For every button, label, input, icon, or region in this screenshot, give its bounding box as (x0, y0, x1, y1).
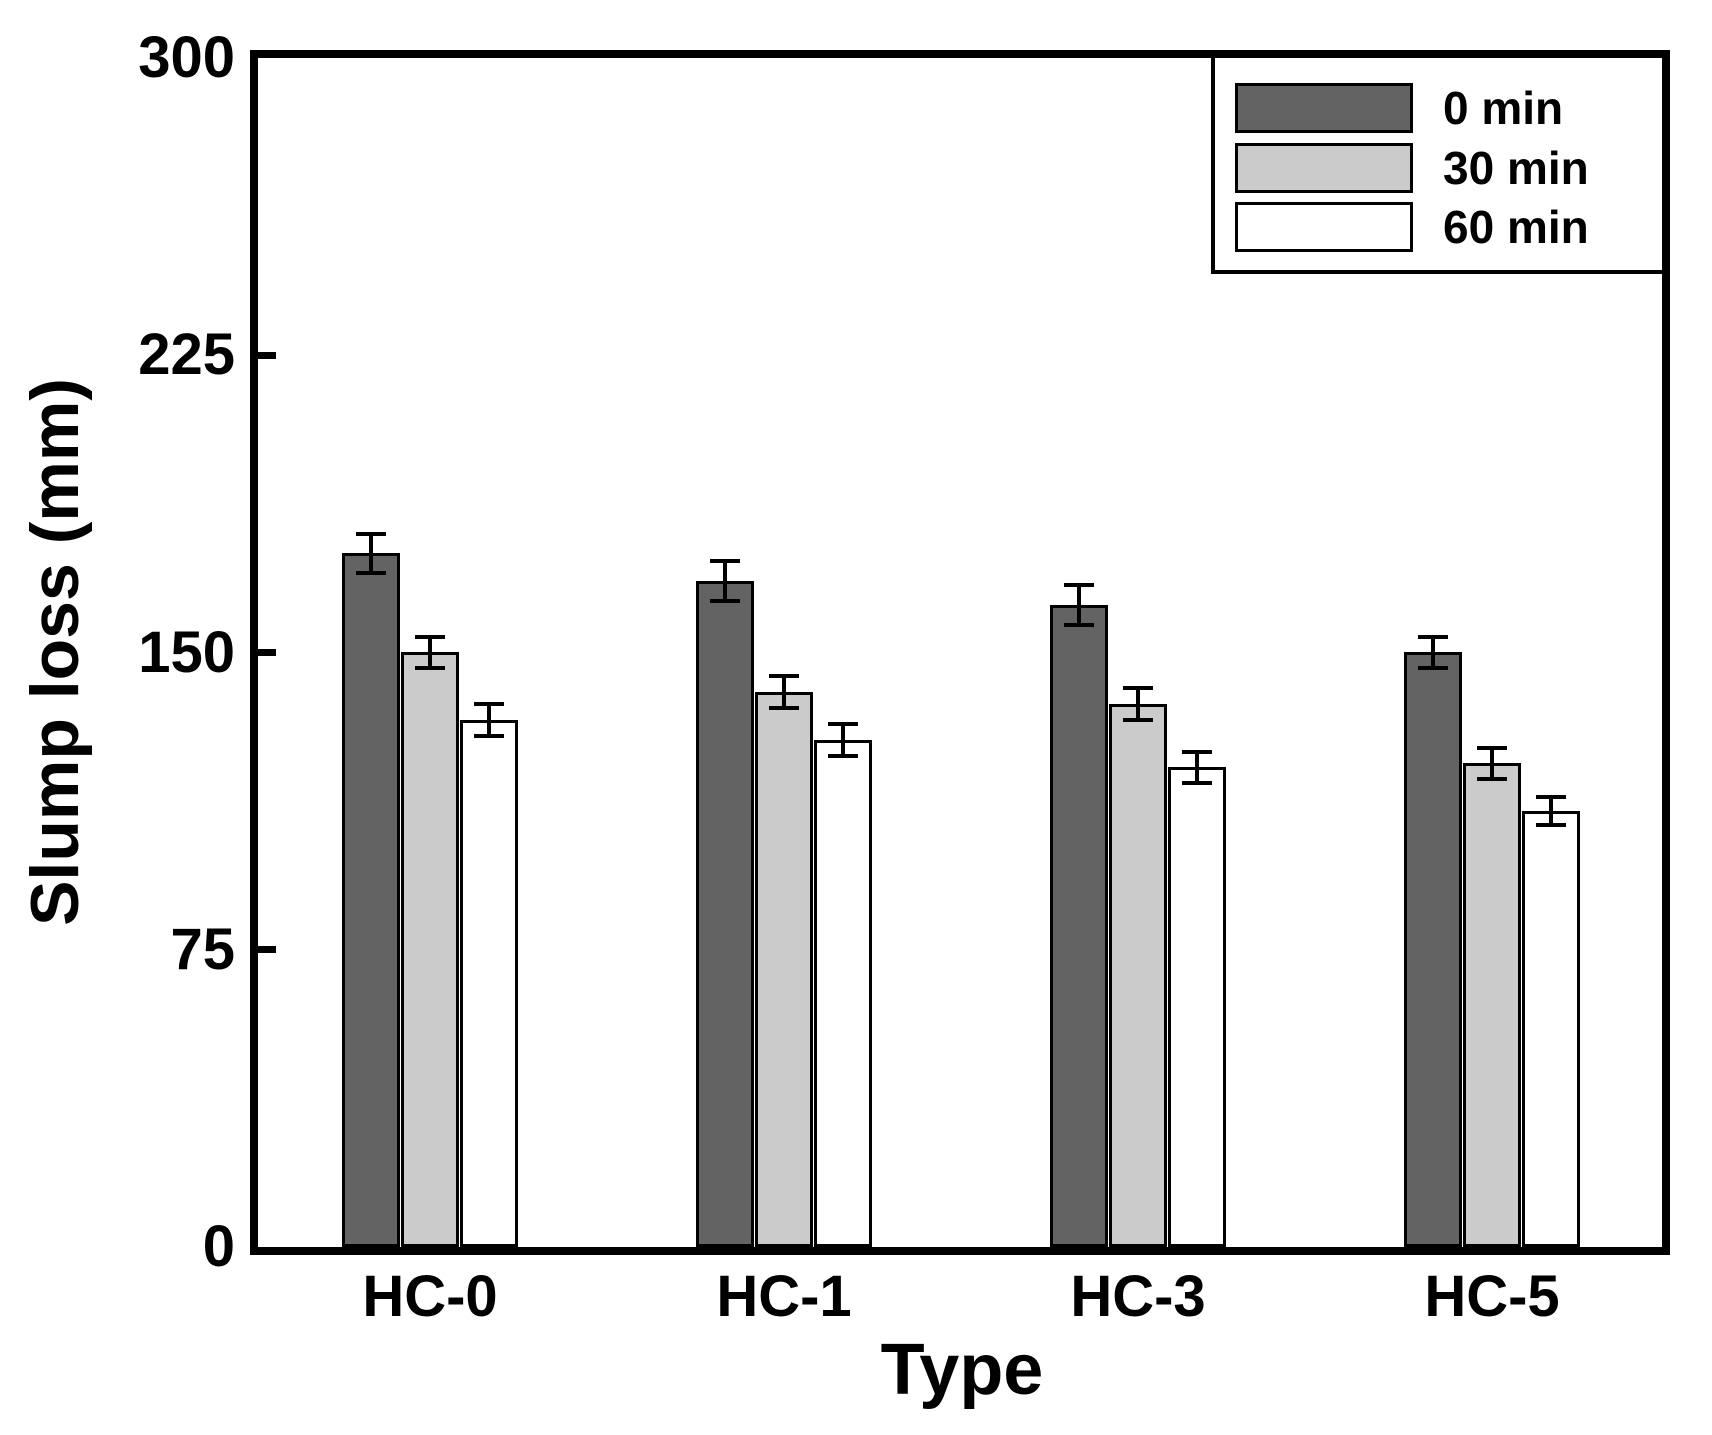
error-bar-cap-top (1418, 634, 1448, 639)
legend-label-0min: 0 min (1443, 82, 1564, 134)
error-bar-line (369, 533, 373, 574)
y-tick-label-300: 300 (138, 25, 235, 90)
bar-HC-3-30min (1109, 704, 1167, 1247)
error-bar-cap-top (474, 702, 504, 707)
error-bar-cap-bottom (474, 733, 504, 738)
error-bar-cap-bottom (1477, 777, 1507, 782)
error-bar-line (723, 561, 727, 601)
error-bar-cap-top (1477, 745, 1507, 750)
legend-swatch-60min (1235, 202, 1413, 252)
bar-HC-0-60min (460, 720, 518, 1247)
bar-HC-5-0min (1404, 652, 1462, 1247)
x-tick-label-HC-1: HC-1 (716, 1264, 852, 1329)
error-bar-cap-bottom (1536, 822, 1566, 827)
error-bar-line (428, 636, 432, 669)
y-tick-mark (258, 946, 276, 954)
y-tick-mark (258, 649, 276, 656)
x-axis-title: Type (880, 1330, 1044, 1410)
error-bar-line (1077, 585, 1081, 625)
error-bar-line (1431, 636, 1435, 669)
plot-area (258, 58, 1662, 1247)
legend: 0 min 30 min 60 min (1211, 50, 1670, 274)
error-bar-cap-bottom (710, 598, 740, 603)
error-bar-cap-top (1064, 583, 1094, 588)
error-bar-cap-top (710, 559, 740, 564)
error-bar-line (1490, 747, 1494, 780)
legend-swatch-0min (1235, 83, 1413, 133)
error-bar-cap-bottom (415, 666, 445, 671)
bar-HC-0-0min (342, 553, 400, 1247)
error-bar-cap-bottom (1182, 781, 1212, 786)
error-bar-cap-top (1536, 795, 1566, 800)
bar-HC-1-30min (755, 692, 813, 1247)
x-tick-label-HC-3: HC-3 (1070, 1264, 1206, 1329)
bar-HC-5-60min (1522, 811, 1580, 1247)
error-bar-line (1549, 797, 1553, 825)
x-tick-label-HC-5: HC-5 (1424, 1264, 1560, 1329)
error-bar-line (841, 723, 845, 756)
error-bar-cap-top (1123, 686, 1153, 691)
bar-HC-1-0min (696, 581, 754, 1247)
error-bar-cap-bottom (1064, 622, 1094, 627)
error-bar-cap-top (828, 721, 858, 726)
error-bar-cap-bottom (356, 571, 386, 576)
y-tick-label-0: 0 (202, 1214, 235, 1279)
legend-label-30min: 30 min (1443, 141, 1589, 194)
y-tick-label-225: 225 (138, 322, 235, 388)
error-bar-line (1195, 751, 1199, 784)
bar-HC-3-60min (1168, 767, 1226, 1247)
bar-HC-1-60min (814, 740, 872, 1247)
error-bar-cap-top (769, 674, 799, 679)
error-bar-cap-top (356, 531, 386, 536)
bar-HC-3-0min (1050, 605, 1108, 1247)
error-bar-cap-top (1182, 749, 1212, 754)
y-tick-label-75: 75 (170, 916, 235, 982)
error-bar-line (782, 676, 786, 708)
y-tick-mark (258, 351, 276, 359)
error-bar-line (1136, 688, 1140, 720)
error-bar-cap-bottom (769, 705, 799, 710)
error-bar-line (487, 704, 491, 736)
error-bar-cap-bottom (828, 753, 858, 758)
legend-label-60min: 60 min (1443, 201, 1589, 253)
legend-swatch-30min (1235, 142, 1413, 193)
bar-HC-0-30min (401, 652, 459, 1247)
error-bar-cap-bottom (1123, 717, 1153, 722)
x-tick-label-HC-0: HC-0 (362, 1264, 498, 1329)
y-tick-label-150: 150 (138, 619, 235, 685)
bar-HC-5-30min (1463, 763, 1521, 1247)
error-bar-cap-bottom (1418, 666, 1448, 671)
error-bar-cap-top (415, 634, 445, 639)
